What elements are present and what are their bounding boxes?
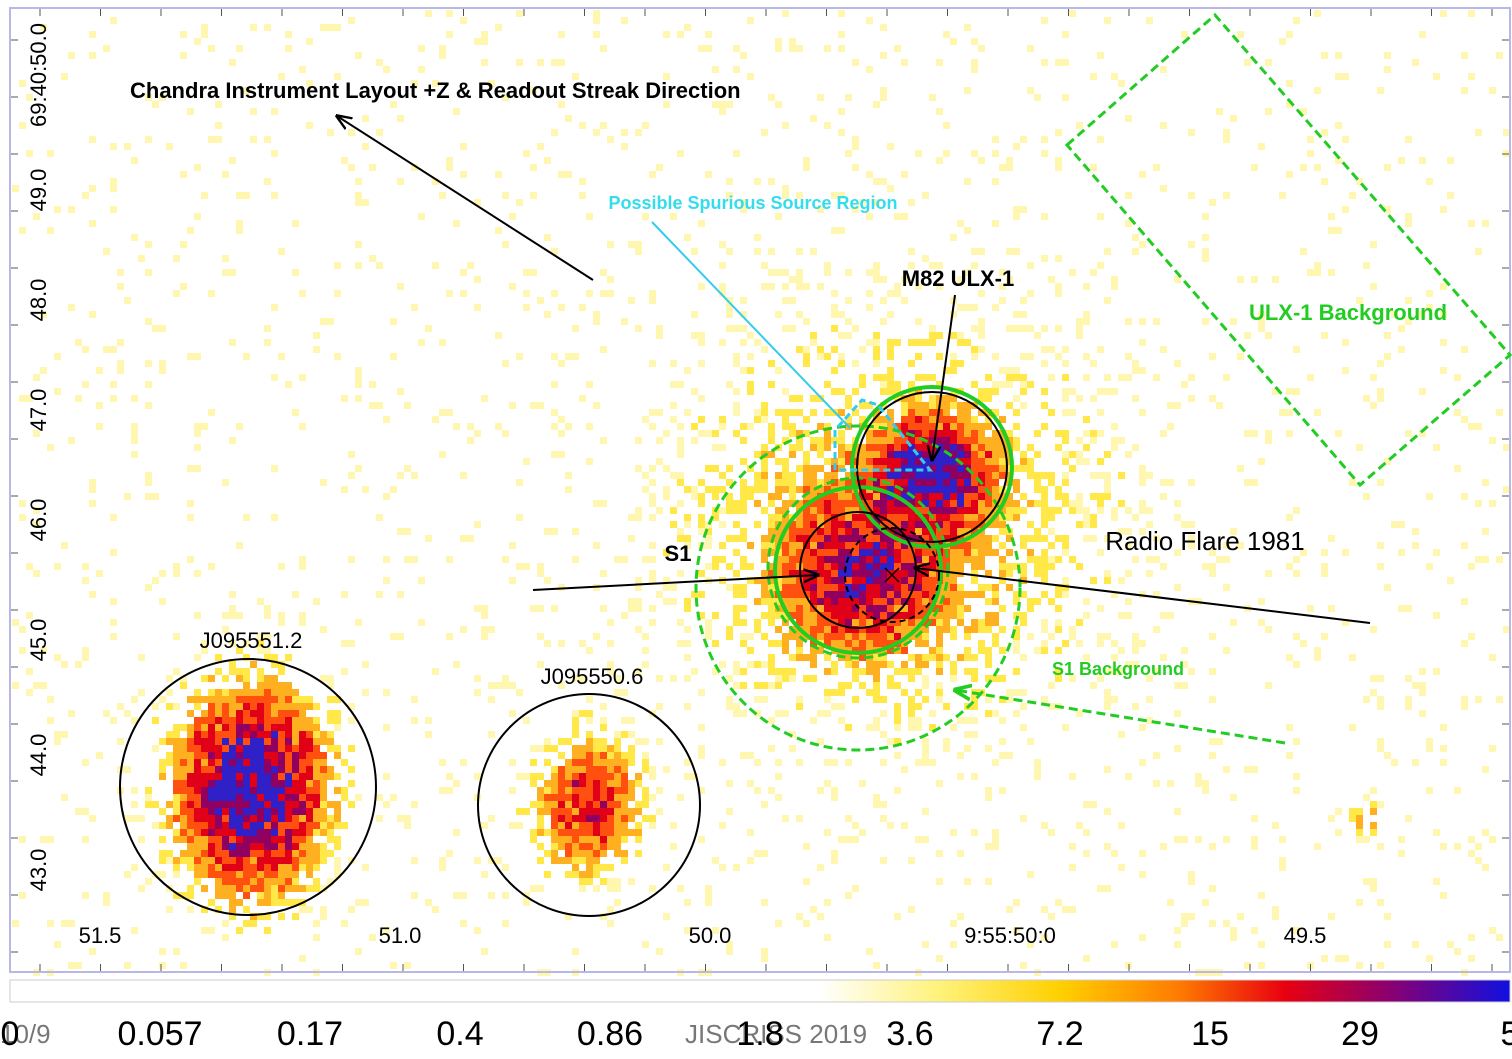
colorbar-label: 3.6 bbox=[886, 1015, 933, 1053]
annotation: S1 Background bbox=[1052, 659, 1184, 679]
y-label: 47.0 bbox=[26, 389, 51, 432]
colorbar-label: 1.8 bbox=[736, 1015, 783, 1053]
colorbar-label: 15 bbox=[1191, 1015, 1229, 1053]
x-label: 51.5 bbox=[79, 923, 122, 948]
x-label: 49.5 bbox=[1284, 923, 1327, 948]
annotation: Chandra Instrument Layout +Z & Readout S… bbox=[130, 78, 741, 103]
x-label: 51.0 bbox=[379, 923, 422, 948]
colorbar bbox=[10, 980, 1510, 1002]
figure: Chandra Instrument Layout +Z & Readout S… bbox=[0, 0, 1512, 1054]
x-label: 9:55:50:0 bbox=[964, 923, 1056, 948]
source-label: J095551.2 bbox=[200, 628, 303, 653]
colorbar-label: 7.2 bbox=[1036, 1015, 1083, 1053]
annotation: M82 ULX-1 bbox=[902, 266, 1014, 291]
y-label: 43.0 bbox=[26, 849, 51, 892]
colorbar-label: 0.86 bbox=[577, 1015, 643, 1053]
x-label: 50.0 bbox=[689, 923, 732, 948]
annotation: S1 bbox=[665, 541, 692, 566]
y-label: 69:40:50.0 bbox=[26, 23, 51, 127]
colorbar-label: 5 bbox=[1501, 1015, 1512, 1053]
colorbar-label: 0.17 bbox=[277, 1015, 343, 1053]
colorbar-label: 0 bbox=[1, 1015, 20, 1053]
y-label: 46.0 bbox=[26, 499, 51, 542]
y-label: 44.0 bbox=[26, 734, 51, 777]
y-label: 48.0 bbox=[26, 279, 51, 322]
annotation: Radio Flare 1981 bbox=[1105, 526, 1304, 556]
colorbar-label: 29 bbox=[1341, 1015, 1379, 1053]
colorbar-label: 0.057 bbox=[117, 1015, 202, 1053]
colorbar-label: 0.4 bbox=[436, 1015, 483, 1053]
annotation: ULX-1 Background bbox=[1249, 300, 1447, 325]
y-label: 45.0 bbox=[26, 619, 51, 662]
annotation: Possible Spurious Source Region bbox=[608, 193, 897, 213]
page: {"image": { "y_labels": ["69:40:50.0", "… bbox=[0, 0, 1512, 1054]
y-label: 49.0 bbox=[26, 169, 51, 212]
source-label: J095550.6 bbox=[541, 664, 644, 689]
